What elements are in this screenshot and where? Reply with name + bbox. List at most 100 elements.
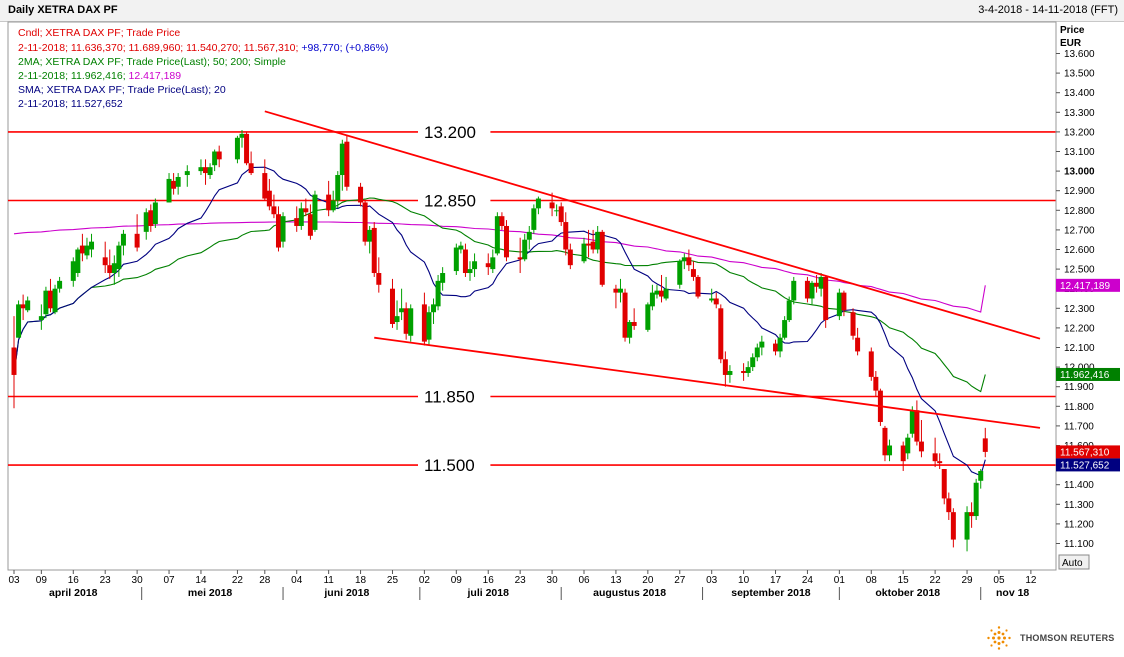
candle-body	[143, 212, 149, 232]
candle-body	[804, 280, 810, 299]
candle	[207, 163, 213, 179]
month-label: september 2018	[731, 587, 811, 599]
candle	[367, 225, 373, 254]
candle-body	[517, 257, 523, 260]
candle	[554, 204, 560, 217]
candle	[184, 165, 190, 187]
y-tick-label: 11.400	[1064, 480, 1094, 491]
candle-body	[690, 269, 696, 277]
legend-ma-title: 2MA; XETRA DAX PF; Trade Price(Last); 50…	[18, 56, 286, 68]
candle-body	[809, 282, 815, 299]
sma20-value-tag: 11.527,652	[1060, 460, 1110, 471]
candle	[777, 333, 783, 358]
candle-body	[745, 367, 751, 373]
candle-body	[239, 133, 245, 138]
candle-body	[16, 304, 22, 338]
y-tick-label: 13.600	[1064, 49, 1095, 60]
candle	[782, 316, 788, 340]
candle-body	[326, 194, 332, 211]
candle	[773, 339, 779, 356]
x-tick-label: 10	[738, 575, 750, 586]
chart-title: Daily XETRA DAX PF	[8, 4, 118, 16]
level-labels: 13.200 12.850 11.850 11.500	[418, 120, 491, 477]
candle	[52, 284, 58, 315]
candle-body	[203, 167, 209, 174]
candle-body	[490, 257, 496, 270]
candle-body	[84, 245, 90, 256]
month-label: nov 18	[996, 587, 1029, 599]
candle-body	[280, 216, 286, 242]
candle	[421, 292, 427, 346]
candle-body	[599, 231, 605, 285]
candle-body	[312, 194, 318, 230]
candle-body	[307, 214, 313, 236]
candle	[166, 173, 172, 203]
candle	[823, 274, 829, 328]
y-axis: 11.10011.20011.30011.40011.50011.60011.7…	[1055, 22, 1095, 570]
candle	[335, 171, 341, 209]
candle-body	[586, 243, 592, 246]
legend-candle-change: +98,770; (+0,86%)	[301, 42, 388, 54]
candle-body	[535, 198, 541, 209]
x-tick-label: 13	[610, 575, 622, 586]
candle-body	[79, 245, 85, 254]
date-range: 3-4-2018 - 14-11-2018 (FFT)	[978, 4, 1118, 16]
candle-body	[57, 280, 63, 289]
candle-body	[212, 151, 218, 166]
candle	[234, 135, 240, 164]
candle	[946, 492, 952, 520]
candle	[586, 229, 592, 258]
y-tick-label: 13.200	[1064, 127, 1095, 138]
candle-body	[905, 437, 911, 454]
y-tick-label: 12.100	[1064, 343, 1095, 354]
candle	[38, 304, 44, 330]
candle-body	[371, 227, 377, 274]
auto-button-frame[interactable]	[1058, 554, 1090, 570]
candle-body	[841, 292, 847, 311]
candle-body	[918, 441, 924, 452]
candle	[20, 294, 26, 321]
x-tick-label: 09	[36, 575, 48, 586]
candle-body	[627, 322, 633, 338]
candle	[873, 371, 879, 397]
candle	[344, 135, 350, 191]
candle-body	[294, 218, 300, 226]
auto-button[interactable]: Auto	[1058, 554, 1090, 570]
candle-body	[613, 288, 619, 293]
candle-body	[526, 231, 532, 240]
candle	[882, 425, 888, 462]
price-axis-label: Price	[1060, 25, 1085, 36]
candle	[453, 243, 459, 275]
candle-body	[882, 427, 888, 456]
y-tick-label: 12.300	[1064, 304, 1095, 315]
candle	[458, 241, 464, 254]
candle	[362, 200, 368, 246]
candle	[472, 253, 478, 277]
y-tick-label: 11.300	[1064, 500, 1094, 511]
candle-body	[102, 257, 108, 266]
candle	[686, 249, 692, 272]
level-label: 13.200	[424, 123, 476, 142]
candle-body	[900, 445, 906, 462]
candle-body	[914, 410, 920, 442]
x-tick-label: 05	[993, 575, 1005, 586]
candle-body	[909, 410, 915, 434]
candle-body	[718, 308, 724, 360]
candle-body	[759, 341, 765, 348]
candle-body	[567, 249, 573, 266]
candle	[535, 196, 541, 215]
sma20-line	[13, 166, 986, 477]
trendline-lower	[374, 336, 1041, 429]
candle-body	[248, 163, 254, 174]
candle	[271, 194, 277, 219]
candle	[855, 327, 861, 356]
candle	[239, 129, 245, 148]
candle-body	[686, 257, 692, 266]
candle-body	[681, 257, 687, 262]
candle	[677, 259, 683, 289]
legend-sma-value: 2-11-2018; 11.527,652	[18, 98, 123, 110]
candle	[303, 198, 309, 217]
candle-body	[777, 337, 783, 352]
candle	[467, 261, 473, 281]
